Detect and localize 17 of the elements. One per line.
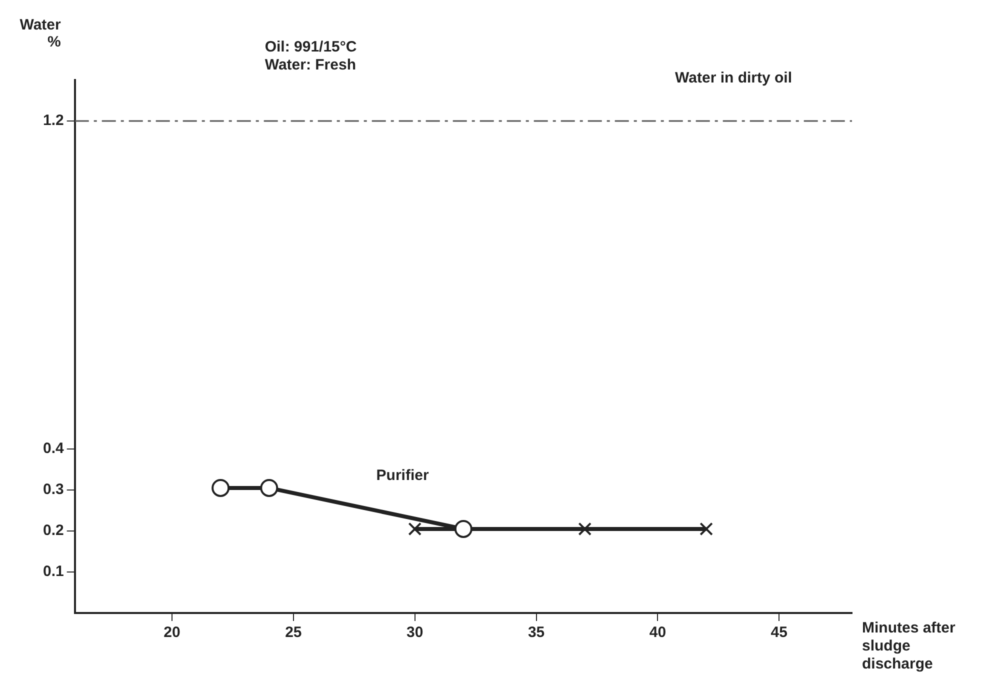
x-tick-label: 35 xyxy=(528,624,545,642)
y-tick-label: 1.2 xyxy=(42,112,64,130)
y-tick-label: 0.1 xyxy=(42,563,64,580)
text: Water: Fresh xyxy=(264,56,356,74)
y-tick-label: 0.4 xyxy=(42,440,64,458)
x-tick-label: 45 xyxy=(770,624,788,642)
y-axis-title: Water % xyxy=(20,16,62,51)
x-tick-label: 40 xyxy=(649,624,666,642)
y-tick-label: 0.2 xyxy=(42,522,64,540)
y-tick-label: 0.3 xyxy=(42,481,64,498)
x-tick-label: 25 xyxy=(285,624,302,642)
x-axis-title: Minutes after sludge discharge xyxy=(862,620,956,673)
text: Oil: 991/15°C xyxy=(264,38,357,56)
ref-line-label: Water in dirty oil xyxy=(675,70,792,87)
x-tick-label: 30 xyxy=(406,624,424,642)
x-tick-label: 20 xyxy=(164,624,180,642)
series-label: Purifier xyxy=(376,467,429,484)
